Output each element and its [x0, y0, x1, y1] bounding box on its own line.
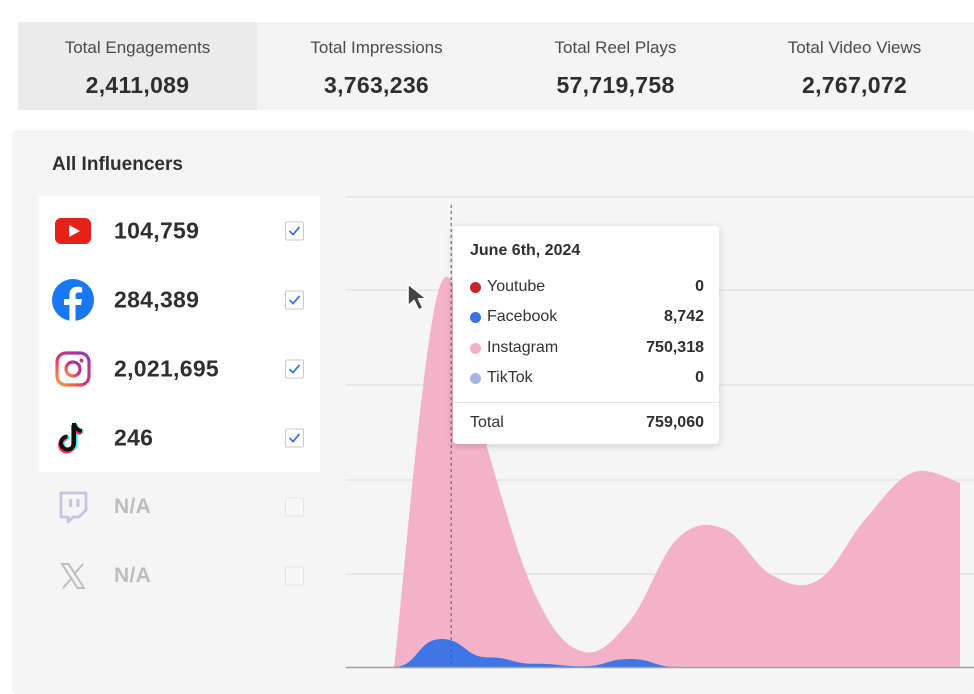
- tooltip-row-facebook: Facebook 8,742: [470, 306, 704, 328]
- tiktok-icon: [51, 416, 95, 460]
- legend-dot: [470, 312, 481, 323]
- tooltip-date: June 6th, 2024: [470, 242, 581, 259]
- platform-value: 246: [114, 424, 154, 450]
- platform-checkbox[interactable]: [285, 428, 304, 447]
- platform-value: 284,389: [114, 286, 200, 312]
- tooltip-series-value: 750,318: [646, 339, 704, 356]
- legend-dot: [470, 282, 481, 293]
- instagram-icon: [51, 347, 95, 391]
- stat-value: 57,719,758: [556, 72, 675, 98]
- x-icon: [51, 554, 95, 598]
- tooltip-row-tiktok: TikTok 0: [470, 367, 704, 389]
- platform-value: 2,021,695: [114, 355, 220, 381]
- platform-checkbox[interactable]: [285, 221, 304, 240]
- tooltip-series-value: 0: [695, 278, 704, 295]
- tooltip-series-name: Facebook: [487, 308, 558, 325]
- tooltip-series-value: 0: [695, 369, 704, 386]
- panel-title: All Influencers: [52, 154, 183, 175]
- twitch-icon: [51, 485, 95, 529]
- tooltip-row-youtube: Youtube 0: [470, 276, 704, 298]
- tooltip-series-name: TikTok: [487, 369, 533, 386]
- stat-label: Total Reel Plays: [554, 38, 677, 57]
- chart-tooltip: June 6th, 2024 Youtube 0 Facebook 8,742 …: [453, 226, 719, 444]
- legend-dot: [470, 373, 481, 384]
- platform-row-instagram: 2,021,695: [39, 334, 320, 403]
- instagram-area: [394, 276, 960, 667]
- tooltip-total: Total 759,060: [470, 414, 704, 432]
- stat-label: Total Video Views: [787, 38, 922, 57]
- platform-checkbox[interactable]: [285, 359, 304, 378]
- tooltip-total-value: 759,060: [646, 414, 704, 431]
- facebook-icon: [51, 278, 95, 322]
- stat-value: 2,411,089: [85, 72, 190, 98]
- platform-checkbox[interactable]: [285, 566, 304, 585]
- facebook-area: [394, 639, 960, 667]
- summary-tabs: Total Engagements 2,411,089 Total Impres…: [18, 22, 974, 110]
- tooltip-row-instagram: Instagram 750,318: [470, 337, 704, 359]
- tooltip-series-name: Youtube: [487, 278, 546, 295]
- stat-label: Total Engagements: [64, 38, 211, 57]
- stat-total-reel-plays[interactable]: Total Reel Plays 57,719,758: [496, 22, 735, 110]
- platform-value: 104,759: [114, 217, 200, 243]
- platform-list: 104,759 284,389: [39, 196, 320, 610]
- stat-total-video-views[interactable]: Total Video Views 2,767,072: [735, 22, 974, 110]
- platform-value: N/A: [114, 563, 152, 587]
- legend-dot: [470, 343, 481, 354]
- stat-total-engagements[interactable]: Total Engagements 2,411,089: [18, 22, 257, 110]
- platform-row-youtube: 104,759: [39, 196, 320, 265]
- stat-value: 3,763,236: [323, 72, 430, 98]
- stat-label: Total Impressions: [310, 38, 443, 57]
- tooltip-divider: [453, 402, 719, 403]
- platform-row-twitch: N/A: [39, 472, 320, 541]
- platform-row-x: N/A: [39, 541, 320, 610]
- tooltip-total-label: Total: [470, 414, 504, 431]
- stat-total-impressions[interactable]: Total Impressions 3,763,236: [257, 22, 496, 110]
- platform-row-facebook: 284,389: [39, 265, 320, 334]
- platform-row-tiktok: 246: [39, 403, 320, 472]
- platform-checkbox[interactable]: [285, 290, 304, 309]
- stat-value: 2,767,072: [801, 72, 908, 98]
- mouse-pointer-icon: [407, 283, 428, 311]
- platform-checkbox[interactable]: [285, 497, 304, 516]
- tooltip-series-value: 8,742: [663, 308, 704, 325]
- tooltip-series-name: Instagram: [487, 339, 559, 356]
- youtube-icon: [51, 209, 95, 253]
- platform-value: N/A: [114, 494, 152, 518]
